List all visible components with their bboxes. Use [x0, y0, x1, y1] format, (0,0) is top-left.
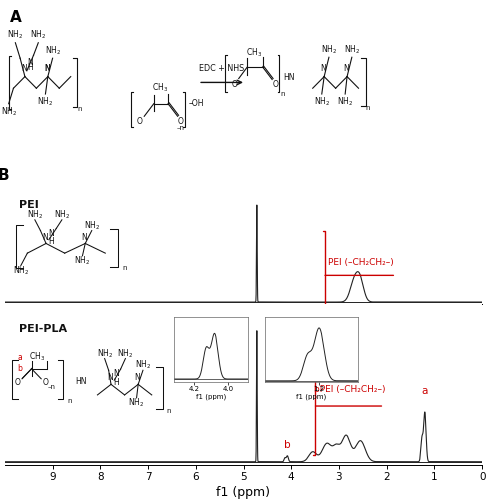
Text: n: n	[366, 104, 370, 110]
Text: N: N	[320, 64, 326, 74]
Text: NH$_2$: NH$_2$	[314, 96, 330, 108]
Text: –n: –n	[176, 125, 185, 131]
Text: H: H	[27, 63, 33, 72]
Text: O: O	[273, 80, 279, 89]
Text: a: a	[422, 386, 428, 396]
Text: NH$_2$: NH$_2$	[30, 28, 46, 41]
Text: CH$_3$: CH$_3$	[152, 81, 168, 94]
Text: N: N	[44, 64, 50, 74]
Text: b: b	[284, 440, 291, 450]
Text: O: O	[178, 116, 184, 126]
Text: B: B	[0, 168, 9, 183]
Text: N: N	[343, 64, 349, 74]
Text: NH$_2$: NH$_2$	[337, 96, 353, 108]
Text: A: A	[10, 10, 21, 25]
Text: NH$_2$: NH$_2$	[7, 28, 23, 41]
Text: N: N	[21, 64, 27, 74]
Text: bPEI (–CH₂CH₂–): bPEI (–CH₂CH₂–)	[314, 385, 385, 394]
Text: n: n	[77, 106, 82, 112]
Text: N: N	[27, 58, 33, 66]
Text: NH$_2$: NH$_2$	[321, 44, 337, 56]
Text: PEI (–CH₂CH₂–): PEI (–CH₂CH₂–)	[328, 258, 393, 267]
Text: NH$_2$: NH$_2$	[44, 44, 61, 56]
Text: n: n	[280, 91, 284, 97]
Text: CH$_3$: CH$_3$	[246, 46, 262, 58]
Text: NH$_2$: NH$_2$	[37, 96, 54, 108]
Text: N: N	[44, 64, 50, 74]
X-axis label: f1 (ppm): f1 (ppm)	[217, 486, 270, 499]
Text: –OH: –OH	[188, 99, 204, 108]
Text: NH$_2$: NH$_2$	[344, 44, 360, 56]
Text: O: O	[136, 116, 142, 126]
Text: HN: HN	[283, 73, 295, 82]
Text: NH$_2$: NH$_2$	[0, 105, 17, 118]
Text: O: O	[232, 80, 238, 89]
Text: EDC + NHS: EDC + NHS	[199, 64, 244, 74]
Text: PEI-PLA: PEI-PLA	[19, 324, 67, 334]
Text: PEI: PEI	[19, 200, 39, 210]
